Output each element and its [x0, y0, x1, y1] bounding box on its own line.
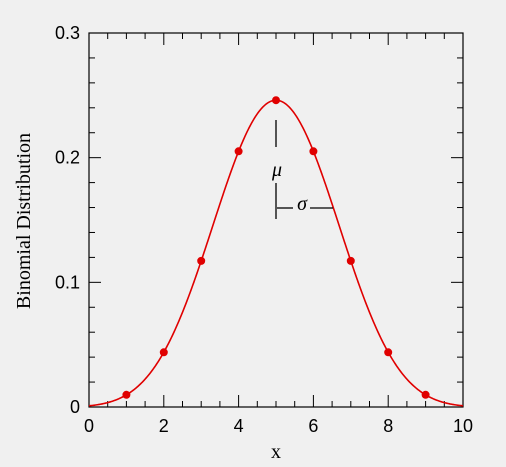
- x-axis-label: x: [271, 441, 281, 463]
- x-tick-label: 6: [308, 416, 318, 436]
- series-points: [122, 96, 430, 399]
- y-tick-label: 0.3: [55, 23, 80, 43]
- y-axis-label: Binomial Distribution: [13, 133, 35, 309]
- x-tick-label: 0: [84, 416, 94, 436]
- data-point: [384, 348, 393, 357]
- data-point: [234, 147, 243, 156]
- tick-labels: 0 2 4 6 8 10 0 0.1 0.2 0.3: [55, 23, 473, 436]
- data-point: [197, 256, 206, 265]
- x-tick-label: 8: [383, 416, 393, 436]
- data-point: [346, 256, 355, 265]
- x-tick-label: 10: [453, 416, 473, 436]
- data-point: [309, 147, 318, 156]
- data-point: [159, 348, 168, 357]
- data-point: [272, 96, 280, 105]
- y-tick-label: 0: [70, 397, 80, 417]
- plot-frame: [88, 32, 464, 408]
- data-point: [122, 390, 131, 399]
- y-tick-label: 0.1: [55, 272, 80, 292]
- data-point: [421, 390, 430, 399]
- mu-label: μ: [271, 159, 282, 181]
- annotations: μ σ: [271, 120, 333, 219]
- x-tick-label: 4: [234, 416, 244, 436]
- axis-ticks: [88, 32, 464, 408]
- y-tick-label: 0.2: [55, 148, 80, 168]
- sigma-label: σ: [297, 193, 308, 215]
- x-tick-label: 2: [159, 416, 169, 436]
